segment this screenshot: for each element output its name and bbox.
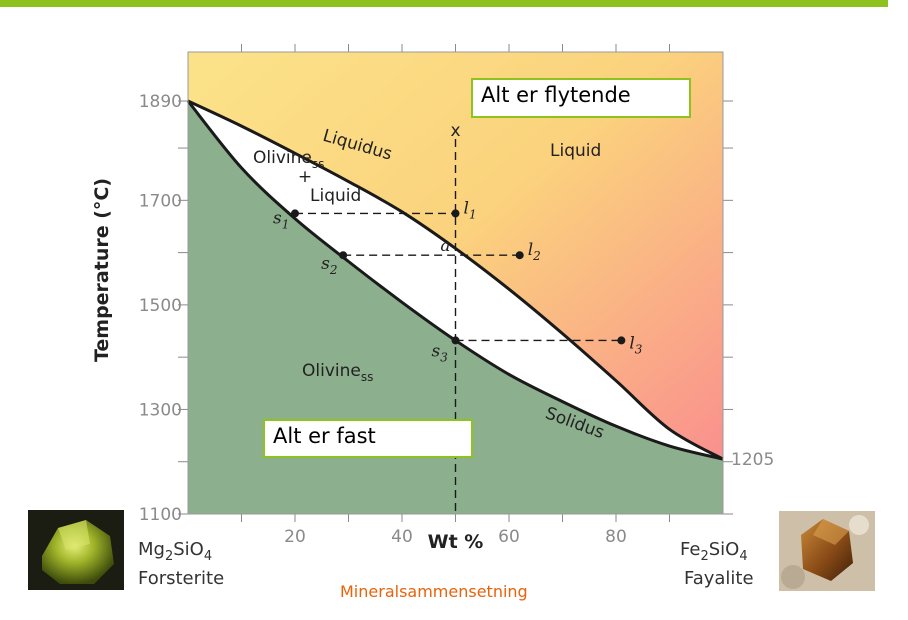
endpoint-temperature-label: 1205 <box>731 450 774 470</box>
fayalite-label: Fayalite <box>684 568 754 589</box>
solid-region-label: Oliviness <box>302 361 373 384</box>
two-phase-region-label: Oliviness <box>253 148 324 171</box>
top-accent-bar <box>0 0 888 7</box>
composition-caption: Mineralsammensetning <box>340 582 528 601</box>
point-label-s2: s2 <box>321 254 337 277</box>
callout-all-liquid: Alt er flytende <box>471 78 691 118</box>
y-tick-label: 1700 <box>139 191 182 211</box>
y-tick-label: 1100 <box>139 505 182 525</box>
two-phase-liquid-label: Liquid <box>310 186 361 206</box>
forsterite-label: Forsterite <box>138 568 225 589</box>
fayalite-crystal-photo <box>779 511 875 591</box>
point-label-l3: l3 <box>629 333 642 356</box>
solidus-curve <box>186 100 724 461</box>
point-label-l2: l2 <box>528 240 541 263</box>
a-marker-label: a <box>440 236 450 256</box>
solid-region <box>188 101 723 514</box>
y-axis-title: Temperature (°C) <box>91 178 113 362</box>
y-tick-label: 1500 <box>139 296 182 316</box>
axis-ticks <box>178 44 733 522</box>
two-phase-region <box>188 101 723 460</box>
point-l1 <box>451 209 460 218</box>
x-tick-label: 20 <box>284 527 306 547</box>
callout-all-solid: Alt er fast <box>263 419 473 458</box>
peridot-crystal-photo <box>28 510 124 590</box>
liquid-region-label: Liquid <box>550 141 601 161</box>
point-l2 <box>515 251 524 260</box>
point-label-s3: s3 <box>432 341 449 364</box>
point-s1 <box>291 209 299 218</box>
two-phase-plus-label: + <box>298 167 312 187</box>
point-l3 <box>617 336 626 345</box>
x-axis-title: Wt % <box>428 531 484 553</box>
x-tick-label: 80 <box>605 527 627 547</box>
point-label-s1: s1 <box>273 208 289 231</box>
point-label-l1: l1 <box>464 198 477 221</box>
point-s3 <box>451 336 460 345</box>
composition-points <box>291 209 626 345</box>
plot-frame <box>187 51 724 515</box>
point-s2 <box>339 251 348 260</box>
x-tick-label: 60 <box>498 527 520 547</box>
x-marker-label: x <box>450 121 460 141</box>
forsterite-formula: Mg2SiO4 <box>138 539 212 564</box>
chart-labels: 1100 1300 1500 1700 1890 20 40 60 80 Temperature … <box>91 92 774 564</box>
y-tick-label: 1300 <box>139 400 182 420</box>
liquidus-curve <box>187 99 724 461</box>
x-tick-label: 40 <box>391 527 413 547</box>
y-tick-label: 1890 <box>139 92 182 112</box>
fayalite-formula: Fe2SiO4 <box>680 539 748 564</box>
